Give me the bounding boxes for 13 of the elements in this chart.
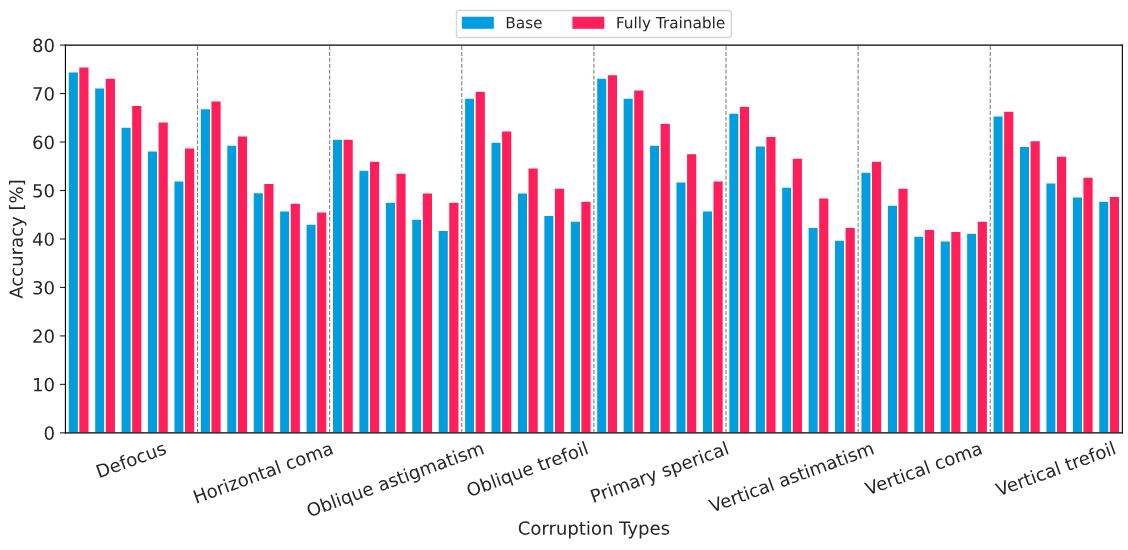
legend-label: Base xyxy=(506,17,542,29)
y-tick-label: 40 xyxy=(32,232,54,247)
x-axis-title: Corruption Types xyxy=(518,520,670,539)
y-tick-label: 80 xyxy=(33,38,54,53)
y-tick-label: 70 xyxy=(33,87,54,101)
y-tick-label: 60 xyxy=(33,135,54,150)
y-tick-label: 10 xyxy=(34,377,54,392)
y-tick-label: 0 xyxy=(44,426,54,440)
y-tick-label: 20 xyxy=(33,329,54,344)
y-axis-title: Accuracy [%] xyxy=(9,180,27,299)
y-tick-label: 30 xyxy=(33,280,54,295)
y-tick-label: 50 xyxy=(33,183,54,198)
legend-label: Fully Trainable xyxy=(617,16,725,32)
